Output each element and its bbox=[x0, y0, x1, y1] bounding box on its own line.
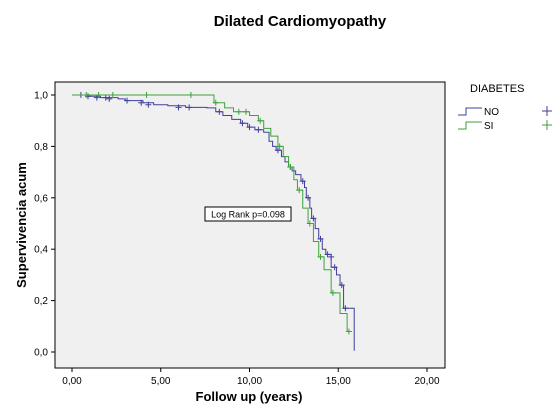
censor-mark bbox=[345, 328, 352, 335]
y-axis-label: Supervivencia acum bbox=[14, 162, 29, 288]
log-rank-annotation: Log Rank p=0.098 bbox=[204, 206, 292, 222]
censor-mark bbox=[324, 251, 331, 258]
censor-mark bbox=[83, 92, 90, 98]
censor-mark bbox=[138, 99, 145, 106]
y-tick-label: 0,2 bbox=[34, 296, 48, 307]
x-tick-label: 10,00 bbox=[237, 376, 262, 387]
censor-mark bbox=[305, 194, 312, 201]
plot-area bbox=[54, 81, 446, 369]
axis-ticks: 0,00 5,00 10,00 15,00 20,00 0,0 0,2 0,4 0,6 0,8 1,… bbox=[34, 91, 440, 388]
legend-title: DIABETES bbox=[470, 83, 525, 95]
legend-label: SI bbox=[484, 121, 493, 132]
censor-mark bbox=[175, 104, 182, 111]
legend-censor-mark bbox=[542, 106, 552, 116]
legend: NO SI bbox=[458, 106, 552, 132]
x-tick-label: 15,00 bbox=[326, 376, 351, 387]
series-group bbox=[72, 92, 355, 351]
censor-mark bbox=[187, 92, 194, 98]
legend-swatch bbox=[458, 107, 482, 116]
y-tick-label: 1,0 bbox=[34, 91, 48, 102]
censor-mark bbox=[287, 163, 294, 170]
censor-mark bbox=[296, 187, 303, 194]
censor-mark bbox=[186, 104, 193, 111]
y-tick-label: 0,6 bbox=[34, 193, 48, 204]
x-tick-label: 0,00 bbox=[62, 376, 82, 387]
censor-mark bbox=[124, 97, 131, 104]
censor-mark bbox=[317, 235, 324, 242]
censor-mark bbox=[255, 126, 262, 133]
censor-mark bbox=[338, 282, 345, 289]
censor-mark bbox=[246, 124, 253, 131]
legend-swatch bbox=[458, 121, 482, 130]
censor-mark bbox=[329, 289, 336, 296]
censor-mark bbox=[331, 264, 338, 271]
censor-mark bbox=[242, 108, 249, 115]
censor-mark bbox=[216, 108, 223, 115]
censor-mark bbox=[109, 92, 116, 98]
x-axis-label: Follow up (years) bbox=[196, 389, 303, 404]
censor-mark bbox=[212, 99, 219, 106]
censor-mark bbox=[106, 95, 113, 102]
log-rank-text: Log Rank p=0.098 bbox=[211, 210, 285, 220]
legend-label: NO bbox=[484, 107, 499, 118]
censor-mark bbox=[317, 253, 324, 260]
censor-mark bbox=[143, 92, 150, 98]
chart-title: Dilated Cardiomyopathy bbox=[213, 13, 387, 30]
censor-mark bbox=[102, 94, 109, 101]
censor-mark bbox=[274, 147, 281, 154]
y-tick-label: 0,4 bbox=[34, 245, 48, 256]
censor-mark bbox=[299, 178, 306, 185]
censor-mark bbox=[239, 120, 246, 127]
y-tick-label: 0,0 bbox=[34, 348, 48, 359]
x-tick-label: 20,00 bbox=[414, 376, 439, 387]
censor-mark bbox=[235, 108, 242, 115]
x-tick-label: 5,00 bbox=[151, 376, 171, 387]
censor-mark bbox=[342, 305, 349, 312]
censor-mark bbox=[95, 92, 102, 98]
legend-censor-mark bbox=[542, 120, 552, 130]
censor-mark bbox=[306, 220, 313, 227]
censor-mark bbox=[310, 215, 317, 222]
censor-mark bbox=[257, 117, 264, 124]
y-tick-label: 0,8 bbox=[34, 142, 48, 153]
censor-mark bbox=[276, 143, 283, 150]
censor-mark bbox=[328, 253, 335, 260]
censor-mark bbox=[145, 101, 152, 108]
